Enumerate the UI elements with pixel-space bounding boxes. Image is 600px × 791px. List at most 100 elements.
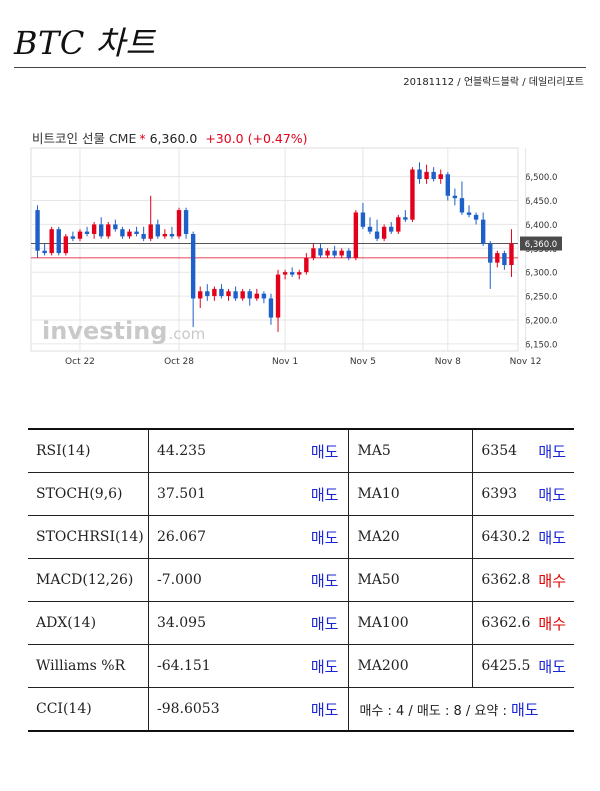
candle-body <box>410 169 415 220</box>
candle-body <box>297 272 302 275</box>
summary-signal: 매도 <box>510 700 539 719</box>
moving-average-name: MA50 <box>348 558 474 602</box>
moving-average-value: 6393 <box>472 472 531 516</box>
indicator-name: ADX(14) <box>28 601 149 645</box>
page-title: BTC 차트 <box>14 24 156 62</box>
candle-body <box>431 171 436 180</box>
moving-average-signal: 매도 <box>530 515 574 559</box>
indicator-table: RSI(14) 44.235 매도 MA5 6354 매도 STOCH(9,6) 37.501… <box>28 428 574 732</box>
moving-average-name: MA200 <box>348 644 474 688</box>
price-tag-label: 6,360.0 <box>525 240 557 250</box>
candle-body <box>311 248 316 258</box>
candle-body <box>49 229 54 254</box>
candle-body <box>367 226 373 232</box>
candle-body <box>339 250 344 256</box>
candle-body <box>261 293 267 299</box>
candle-body <box>198 291 203 299</box>
indicator-signal: 매도 <box>302 515 350 559</box>
candle-body <box>190 233 196 299</box>
candle-body <box>403 217 408 220</box>
candle-body <box>127 231 132 237</box>
candle-body <box>254 293 260 299</box>
last-price: 6,360.0 <box>149 131 198 146</box>
candle-body <box>325 250 330 256</box>
candle-body <box>353 212 359 258</box>
candle-body <box>148 224 153 239</box>
moving-average-value: 6430.2 <box>472 515 531 559</box>
moving-average-value: 6362.8 <box>472 558 531 602</box>
candle-body <box>445 174 450 196</box>
x-tick-label: Nov 12 <box>510 357 542 367</box>
y-tick-label: 6,250.0 <box>525 293 557 303</box>
indicator-name: Williams %R <box>28 644 149 688</box>
candle-body <box>268 298 274 318</box>
candle-body <box>169 233 175 237</box>
indicator-name: MACD(12,26) <box>28 558 149 602</box>
indicator-row: STOCHRSI(14) 26.067 매도 MA20 6430.2 매도 <box>28 515 574 559</box>
candle-body <box>381 226 387 239</box>
investing-watermark: investing <box>42 317 167 345</box>
indicator-row: CCI(14) -98.6053 매도 매수 : 4 / 매도 : 8 / 요약 : … <box>28 687 574 732</box>
candle-body <box>346 250 351 258</box>
candle-body <box>91 224 97 234</box>
candle-body <box>247 291 252 299</box>
candle-body <box>459 198 465 213</box>
x-tick-label: Oct 22 <box>65 357 95 367</box>
candle-body <box>35 210 40 251</box>
candle-body <box>389 226 394 232</box>
candle-body <box>480 219 486 244</box>
candle-body <box>113 224 118 230</box>
moving-average-signal: 매도 <box>530 644 574 688</box>
x-tick-label: Nov 5 <box>350 357 376 367</box>
y-tick-label: 6,200.0 <box>525 316 557 326</box>
candle-body <box>120 229 125 237</box>
y-tick-label: 6,450.0 <box>525 197 557 207</box>
indicator-name: STOCH(9,6) <box>28 472 149 516</box>
candle-body <box>495 253 500 263</box>
candle-body <box>466 212 472 215</box>
candle-body <box>77 231 83 239</box>
indicator-value: -64.151 <box>148 644 303 688</box>
indicator-name: STOCHRSI(14) <box>28 515 149 559</box>
instrument-name: 비트코인 선물 CME <box>32 131 137 146</box>
moving-average-value: 6425.5 <box>472 644 531 688</box>
indicator-value: 26.067 <box>148 515 303 559</box>
moving-average-name: MA100 <box>348 601 474 645</box>
candle-body <box>162 233 168 237</box>
indicator-signal: 매도 <box>302 601 350 645</box>
candle-body <box>282 272 288 275</box>
indicator-signal: 매도 <box>302 644 350 688</box>
investing-watermark-suffix: .com <box>168 325 205 343</box>
candle-body <box>396 217 401 232</box>
candle-body <box>509 243 514 266</box>
candle-body <box>452 195 458 199</box>
candle-body <box>212 288 217 297</box>
indicator-row: STOCH(9,6) 37.501 매도 MA10 6393 매도 <box>28 472 574 516</box>
indicator-row: MACD(12,26) -7.000 매도 MA50 6362.8 매수 <box>28 558 574 602</box>
candle-body <box>318 248 323 256</box>
moving-average-name: MA10 <box>348 472 474 516</box>
candle-body <box>304 257 309 273</box>
moving-average-signal: 매수 <box>530 558 574 602</box>
candle-body <box>63 236 69 254</box>
candle-body <box>219 288 224 297</box>
realtime-star-icon: * <box>139 131 146 146</box>
report-meta: 20181112 / 언블락드블락 / 데일리리포트 <box>403 77 584 88</box>
candle-body <box>502 253 507 266</box>
candle-body <box>360 212 366 227</box>
candle-body <box>226 291 231 297</box>
candle-body <box>70 236 76 239</box>
x-tick-label: Oct 28 <box>164 357 194 367</box>
indicator-value: -98.6053 <box>148 687 303 732</box>
moving-average-name: MA5 <box>348 428 474 473</box>
indicator-signal: 매도 <box>302 558 350 602</box>
moving-average-signal: 매도 <box>530 428 574 473</box>
indicator-row: Williams %R -64.151 매도 MA200 6425.5 매도 <box>28 644 574 688</box>
price-change: +30.0 (+0.47%) <box>205 131 308 146</box>
candle-body <box>155 224 160 237</box>
title-divider <box>14 67 586 68</box>
candle-body <box>417 169 422 180</box>
indicator-table-body: RSI(14) 44.235 매도 MA5 6354 매도 STOCH(9,6) 37.501… <box>28 428 574 732</box>
indicator-signal: 매도 <box>302 428 350 473</box>
plot-area <box>30 147 519 352</box>
